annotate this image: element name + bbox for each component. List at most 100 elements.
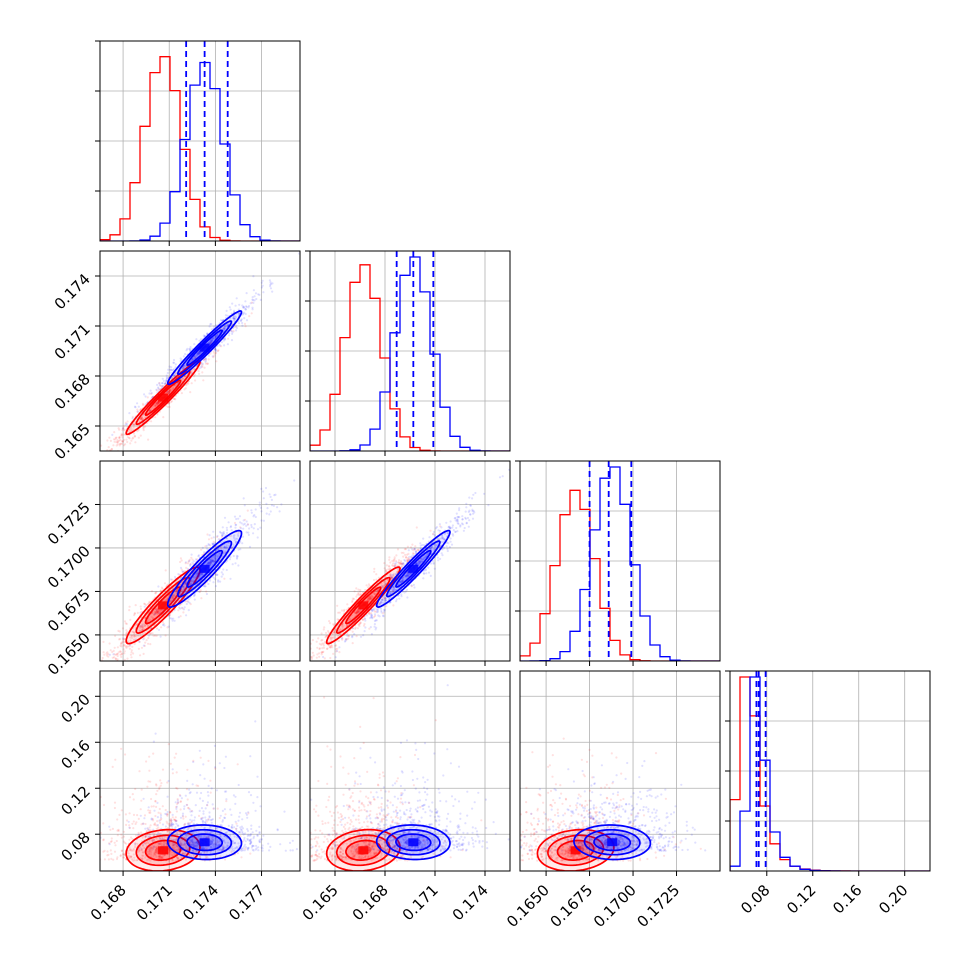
sample-point bbox=[158, 384, 161, 387]
sample-point bbox=[331, 636, 334, 640]
sample-point bbox=[179, 360, 182, 363]
sample-point bbox=[150, 615, 153, 619]
sample-point bbox=[217, 555, 220, 558]
sample-point bbox=[155, 388, 158, 391]
sample-point bbox=[243, 522, 246, 525]
sample-point bbox=[232, 317, 235, 320]
sample-point bbox=[258, 504, 261, 507]
sample-point bbox=[392, 558, 395, 562]
sample-point bbox=[158, 833, 161, 836]
histogram-step-series-1 bbox=[310, 256, 510, 451]
sample-point bbox=[110, 447, 113, 451]
sample-point bbox=[146, 396, 149, 399]
sample-point bbox=[471, 508, 474, 511]
sample-point bbox=[406, 559, 409, 562]
sample-point bbox=[120, 642, 123, 645]
sample-point bbox=[174, 816, 177, 819]
sample-point bbox=[316, 653, 319, 656]
sample-point bbox=[137, 429, 140, 432]
sample-point bbox=[375, 578, 378, 581]
sample-point bbox=[143, 624, 146, 628]
sample-point bbox=[326, 629, 330, 633]
sample-point bbox=[210, 322, 213, 326]
sample-point bbox=[112, 653, 115, 656]
sample-point bbox=[318, 647, 321, 651]
sample-point bbox=[269, 287, 273, 290]
sample-point bbox=[427, 571, 431, 574]
sample-point bbox=[184, 581, 187, 584]
sample-point bbox=[214, 324, 217, 327]
sample-point bbox=[472, 509, 475, 513]
sample-point bbox=[363, 630, 366, 633]
sample-point bbox=[182, 355, 185, 358]
sample-point bbox=[171, 387, 175, 390]
sample-point bbox=[116, 654, 119, 658]
sample-point bbox=[453, 517, 456, 520]
sample-point bbox=[156, 383, 159, 386]
sample-point bbox=[400, 580, 403, 583]
sample-point bbox=[185, 566, 188, 570]
sample-point bbox=[212, 337, 216, 340]
sample-point bbox=[401, 564, 404, 567]
sample-point bbox=[193, 593, 196, 596]
sample-point bbox=[213, 557, 216, 560]
sample-point bbox=[183, 606, 186, 609]
sample-point bbox=[158, 787, 161, 791]
sample-point bbox=[386, 578, 389, 582]
sample-point bbox=[106, 456, 108, 458]
sample-point bbox=[144, 836, 147, 839]
sample-point bbox=[213, 354, 216, 357]
sample-point bbox=[465, 502, 468, 505]
sample-point bbox=[429, 574, 432, 578]
sample-point bbox=[245, 319, 249, 322]
sample-point bbox=[146, 858, 149, 862]
sample-point bbox=[212, 559, 215, 562]
sample-point bbox=[369, 616, 372, 620]
sample-point bbox=[153, 853, 157, 856]
sample-point bbox=[187, 609, 190, 612]
sample-point bbox=[156, 610, 159, 614]
sample-point bbox=[232, 316, 235, 320]
sample-point bbox=[177, 857, 180, 860]
sample-point bbox=[328, 620, 331, 623]
contour-line bbox=[144, 586, 182, 625]
sample-point bbox=[391, 564, 394, 567]
sample-point bbox=[207, 560, 210, 563]
sample-point bbox=[148, 600, 151, 604]
sample-point bbox=[143, 637, 146, 640]
sample-point bbox=[106, 651, 109, 654]
sample-point bbox=[361, 618, 364, 621]
sample-point bbox=[452, 534, 455, 537]
sample-point bbox=[388, 574, 391, 577]
sample-point bbox=[247, 304, 251, 308]
sample-point bbox=[143, 602, 146, 605]
sample-point bbox=[260, 519, 263, 522]
sample-point bbox=[192, 579, 195, 583]
sample-point bbox=[119, 442, 122, 445]
sample-point bbox=[274, 678, 276, 680]
sample-point bbox=[149, 389, 152, 392]
sample-point bbox=[407, 574, 410, 577]
sample-point bbox=[402, 576, 405, 579]
sample-point bbox=[201, 371, 204, 374]
sample-point bbox=[123, 658, 126, 661]
sample-point bbox=[169, 578, 173, 581]
sample-point bbox=[394, 563, 397, 566]
sample-point bbox=[203, 834, 206, 837]
sample-point bbox=[225, 546, 229, 549]
sample-point bbox=[200, 361, 203, 364]
sample-point bbox=[138, 640, 141, 643]
sample-point bbox=[241, 304, 244, 307]
sample-point bbox=[117, 439, 121, 442]
sample-point bbox=[116, 458, 118, 460]
sample-point bbox=[93, 468, 95, 470]
sample-point bbox=[423, 556, 426, 559]
sample-point bbox=[436, 537, 439, 540]
sample-point bbox=[446, 547, 449, 551]
sample-point bbox=[304, 678, 306, 680]
sample-point bbox=[133, 435, 137, 438]
sample-point bbox=[226, 323, 229, 326]
sample-point bbox=[394, 565, 397, 568]
sample-point bbox=[221, 532, 224, 535]
sample-point bbox=[364, 619, 367, 622]
